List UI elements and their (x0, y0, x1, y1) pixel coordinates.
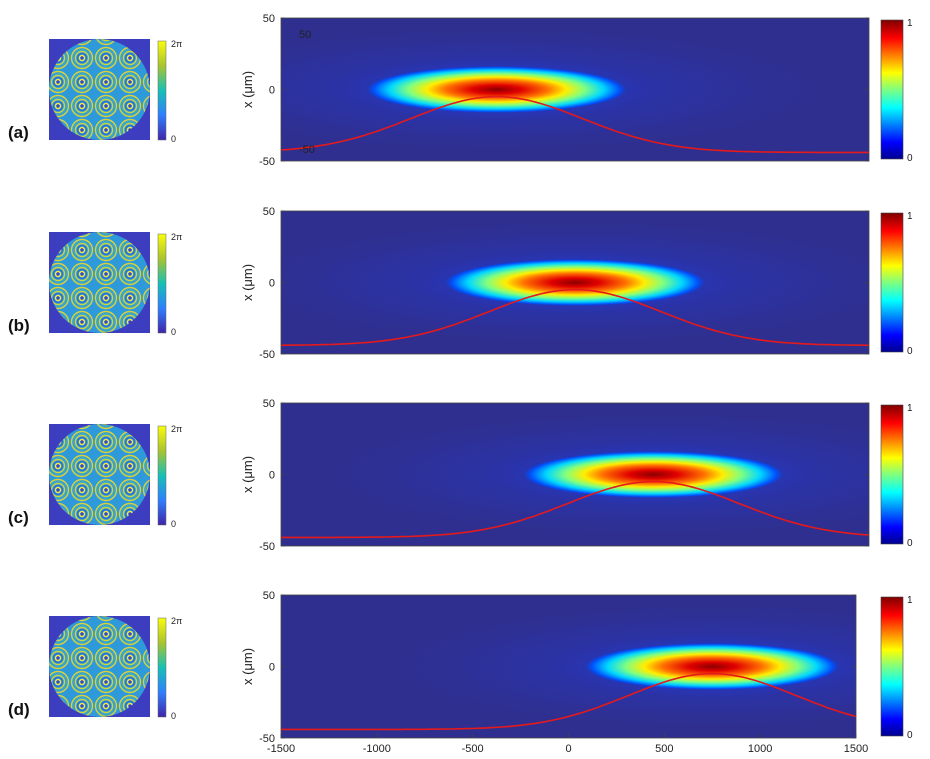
panel-b: (b) 2π 0 50 0 -50 x (μm) 1 0 (8, 206, 913, 361)
y-axis-label: x (μm) (240, 71, 255, 108)
x-tick-label: 0 (565, 743, 571, 755)
intensity-colorbar-tick: 1 (907, 211, 913, 222)
x-tick-label: 500 (655, 743, 673, 755)
y-axis-label: x (μm) (240, 264, 255, 301)
y-tick-label: -50 (259, 541, 275, 553)
intensity-colorbar-tick: 0 (907, 730, 913, 741)
intensity-colorbar (880, 19, 904, 160)
phase-colorbar-tick: 0 (171, 519, 176, 529)
phase-colorbar-tick: 2π (171, 232, 182, 242)
beam-focus (441, 258, 709, 307)
phase-colorbar-tick: 0 (171, 327, 176, 337)
panel-label: (d) (8, 700, 30, 719)
phase-colorbar (157, 40, 167, 141)
y-tick-label: 0 (269, 85, 275, 97)
intensity-colorbar-tick: 0 (907, 538, 913, 549)
panel-label: (c) (8, 508, 29, 527)
beam-focus (581, 642, 844, 691)
y-tick-label: 50 (263, 13, 275, 25)
intensity-colorbar-tick: 1 (907, 18, 913, 29)
trajectory-curve (281, 672, 856, 731)
beam-focus (362, 65, 631, 114)
trajectory-curve (281, 480, 869, 539)
trajectory-curve (281, 288, 869, 347)
intensity-colorbar-tick: 0 (907, 346, 913, 357)
phase-colorbar-tick: 2π (171, 616, 182, 626)
phase-mask-disk (49, 616, 150, 717)
phase-mask-disk (49, 424, 150, 525)
y-tick-label: 50 (263, 206, 275, 218)
phase-colorbar (157, 617, 167, 718)
intensity-colorbar (880, 404, 904, 545)
y-tick-label: 50 (263, 398, 275, 410)
phase-mask-disk (49, 232, 150, 333)
y-axis-label: x (μm) (240, 648, 255, 685)
x-tick-label: -1000 (363, 743, 391, 755)
phase-colorbar (157, 425, 167, 526)
intensity-colorbar-tick: 0 (907, 153, 913, 164)
heatmap-content (281, 597, 856, 736)
phase-mask-disk (49, 39, 150, 140)
x-tick-label: -500 (462, 743, 484, 755)
y-tick-label: 50 (263, 590, 275, 602)
y-tick-label: 0 (269, 662, 275, 674)
phase-colorbar-tick: 0 (171, 134, 176, 144)
intensity-colorbar-tick: 1 (907, 595, 913, 606)
heatmap-content (281, 405, 869, 544)
y-tick-label: -50 (259, 733, 275, 745)
panel-label: (b) (8, 316, 30, 335)
phase-colorbar-tick: 2π (171, 424, 182, 434)
panel-a: (a) 2π 0 50 0 -50 x (μm) 50 -50 1 0 (8, 13, 913, 168)
intensity-colorbar (880, 212, 904, 353)
phase-colorbar-tick: 0 (171, 711, 176, 721)
x-tick-label: 1000 (748, 743, 772, 755)
y-axis-label: x (μm) (240, 456, 255, 493)
heatmap-content (281, 213, 869, 352)
phase-colorbar-tick: 2π (171, 39, 182, 49)
panel-c: (c) 2π 0 50 0 -50 x (μm) 1 0 (8, 398, 913, 553)
trajectory-curve (281, 95, 869, 154)
beam-focus (519, 450, 788, 499)
phase-colorbar (157, 233, 167, 334)
panel-label: (a) (8, 123, 29, 142)
y-tick-label: 0 (269, 470, 275, 482)
x-tick-label: -1500 (267, 743, 295, 755)
x-tick-label: 1500 (844, 743, 868, 755)
y-tick-label: -50 (259, 156, 275, 168)
heatmap-content (281, 20, 869, 159)
plot-annotation: 50 (299, 29, 311, 41)
y-tick-label: -50 (259, 349, 275, 361)
plot-annotation: -50 (299, 144, 315, 156)
intensity-colorbar-tick: 1 (907, 403, 913, 414)
intensity-colorbar (880, 596, 904, 737)
y-tick-label: 0 (269, 278, 275, 290)
